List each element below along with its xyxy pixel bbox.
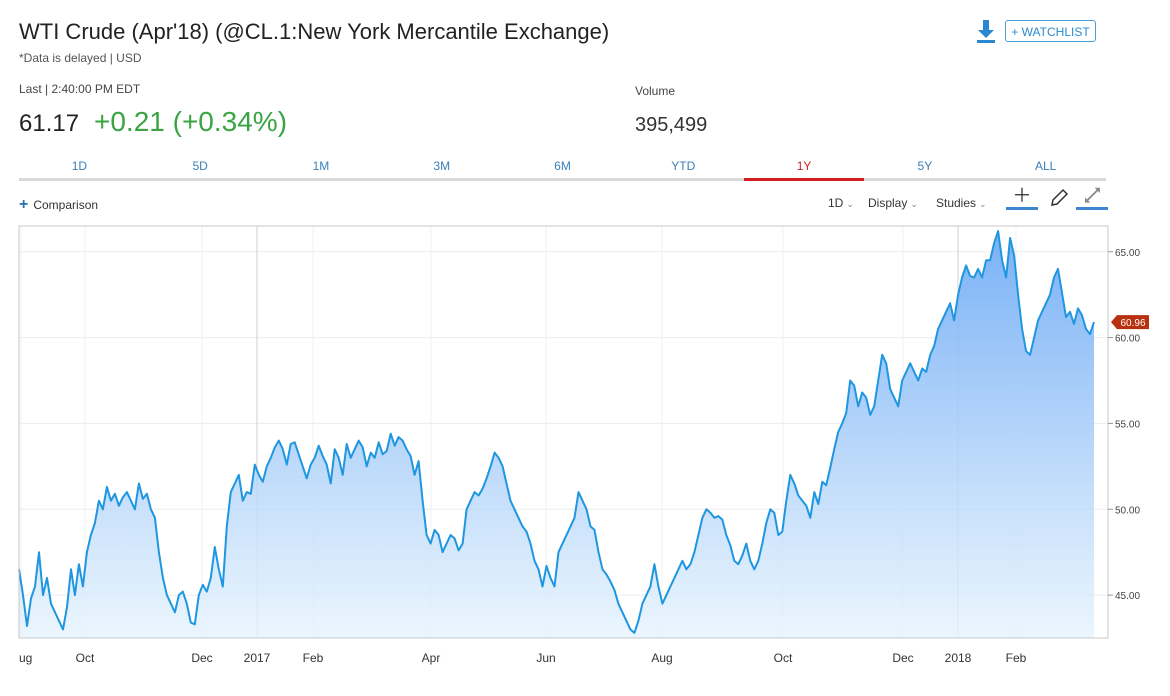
display-label: Display [868, 196, 908, 210]
watchlist-button[interactable]: + WATCHLIST [1005, 20, 1096, 42]
last-trade-label: Last | 2:40:00 PM EDT [19, 82, 141, 96]
tab-5y[interactable]: 5Y [917, 159, 933, 173]
x-tick-label: 2017 [244, 651, 271, 665]
price-area [19, 231, 1094, 638]
tab-5d[interactable]: 5D [192, 159, 208, 173]
volume-value: 395,499 [635, 114, 708, 136]
y-tick-label: 45.00 [1115, 591, 1140, 602]
expand-icon[interactable] [1076, 186, 1108, 210]
x-tick-label: ug [19, 651, 32, 665]
tab-1m[interactable]: 1M [312, 159, 330, 173]
x-tick-label: Feb [1006, 651, 1027, 665]
x-tick-label: Aug [651, 651, 672, 665]
download-icon[interactable] [976, 20, 996, 44]
tab-ytd[interactable]: YTD [671, 159, 696, 173]
plus-icon: + [19, 196, 29, 213]
tab-3m[interactable]: 3M [433, 159, 451, 173]
x-tick-label: Oct [76, 651, 95, 665]
display-dropdown[interactable]: Display ⌄ [868, 196, 918, 210]
tab-6m[interactable]: 6M [554, 159, 571, 173]
x-tick-label: Jun [536, 651, 555, 665]
last-value-tag [1111, 315, 1149, 330]
tab-1d[interactable]: 1D [71, 159, 88, 173]
page-title: WTI Crude (Apr'18) (@CL.1:New York Merca… [19, 19, 610, 44]
x-tick-label: Oct [774, 651, 793, 665]
last-price: 61.17 [19, 110, 80, 137]
y-tick-label: 65.00 [1115, 248, 1140, 259]
x-tick-label: 2018 [945, 651, 972, 665]
x-tick-label: Dec [191, 651, 212, 665]
chevron-down-icon: ⌄ [846, 199, 854, 209]
y-tick-label: 60.00 [1115, 334, 1140, 345]
studies-label: Studies [936, 196, 977, 210]
y-tick-label: 55.00 [1115, 419, 1140, 430]
x-tick-label: Dec [892, 651, 913, 665]
price-chart[interactable]: 45.00 50.00 55.00 60.00 65.00 ug Oct Dec 2017 Feb… [0, 220, 1170, 696]
plot-frame [18, 225, 1109, 639]
y-tick-label: 50.00 [1115, 505, 1140, 516]
tab-1y[interactable]: 1Y [743, 156, 865, 181]
volume-label: Volume [635, 84, 676, 98]
chevron-down-icon: ⌄ [979, 199, 987, 209]
crosshair-icon[interactable] [1006, 186, 1038, 210]
comparison-button[interactable]: + Comparison [19, 196, 98, 214]
tab-all[interactable]: ALL [1034, 159, 1057, 173]
studies-dropdown[interactable]: Studies ⌄ [936, 196, 987, 210]
chevron-down-icon: ⌄ [910, 199, 918, 209]
data-delay-note: *Data is delayed | USD [19, 51, 142, 65]
price-line [18, 230, 1095, 634]
last-value-label: 60.96 [1120, 318, 1145, 329]
x-tick-label: Feb [303, 651, 324, 665]
price-change: +0.21 (+0.34%) [94, 106, 288, 137]
interval-dropdown[interactable]: 1D ⌄ [828, 196, 854, 210]
pencil-icon[interactable] [1043, 186, 1075, 210]
x-tick-label: Apr [422, 651, 441, 665]
interval-label: 1D [828, 196, 844, 210]
range-tabs: 1D 5D 1M 3M 6M YTD 1Y 5Y ALL [19, 156, 1106, 181]
comparison-label: Comparison [33, 198, 99, 212]
